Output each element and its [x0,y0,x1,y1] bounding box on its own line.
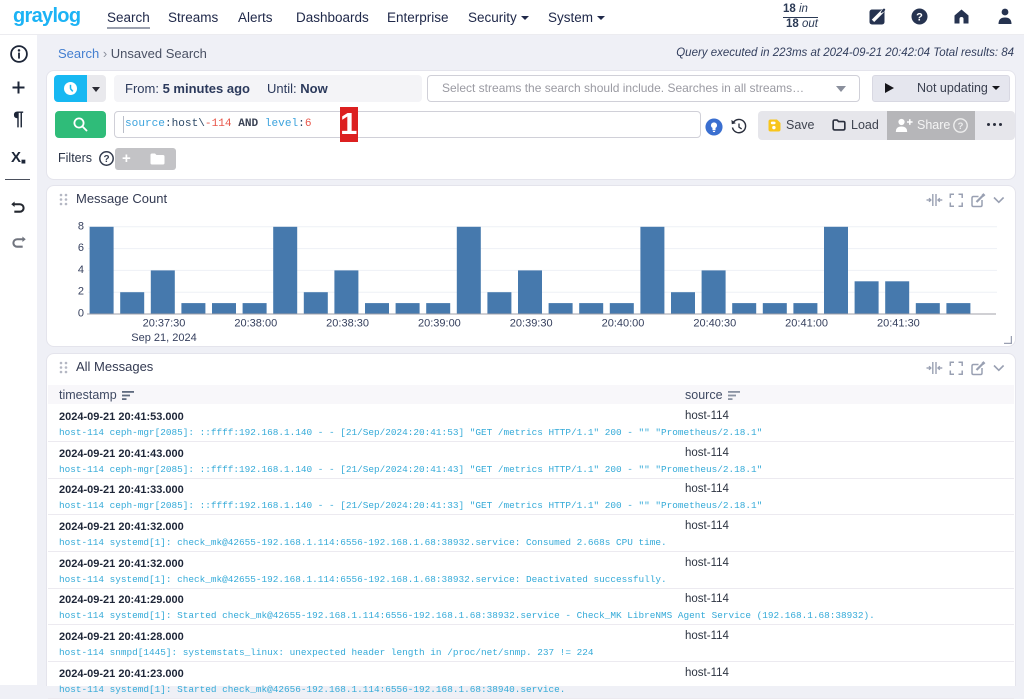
svg-text:?: ? [103,154,109,165]
svg-text:4: 4 [78,264,84,276]
svg-text:20:39:30: 20:39:30 [510,318,553,330]
svg-text:?: ? [916,11,923,23]
svg-text:20:40:30: 20:40:30 [693,318,736,330]
svg-text:20:41:30: 20:41:30 [877,318,920,330]
svg-text:8: 8 [78,220,84,232]
svg-text:20:40:00: 20:40:00 [602,318,645,330]
svg-text:20:38:30: 20:38:30 [326,318,369,330]
svg-text:20:37:30: 20:37:30 [143,318,186,330]
svg-text:0: 0 [78,308,84,320]
svg-text:20:39:00: 20:39:00 [418,318,461,330]
svg-text:20:41:00: 20:41:00 [785,318,828,330]
svg-text:6: 6 [78,242,84,254]
svg-text:2: 2 [78,286,84,298]
svg-text:?: ? [958,121,964,132]
svg-text:Sep 21, 2024: Sep 21, 2024 [131,332,196,344]
svg-text:20:38:00: 20:38:00 [234,318,277,330]
